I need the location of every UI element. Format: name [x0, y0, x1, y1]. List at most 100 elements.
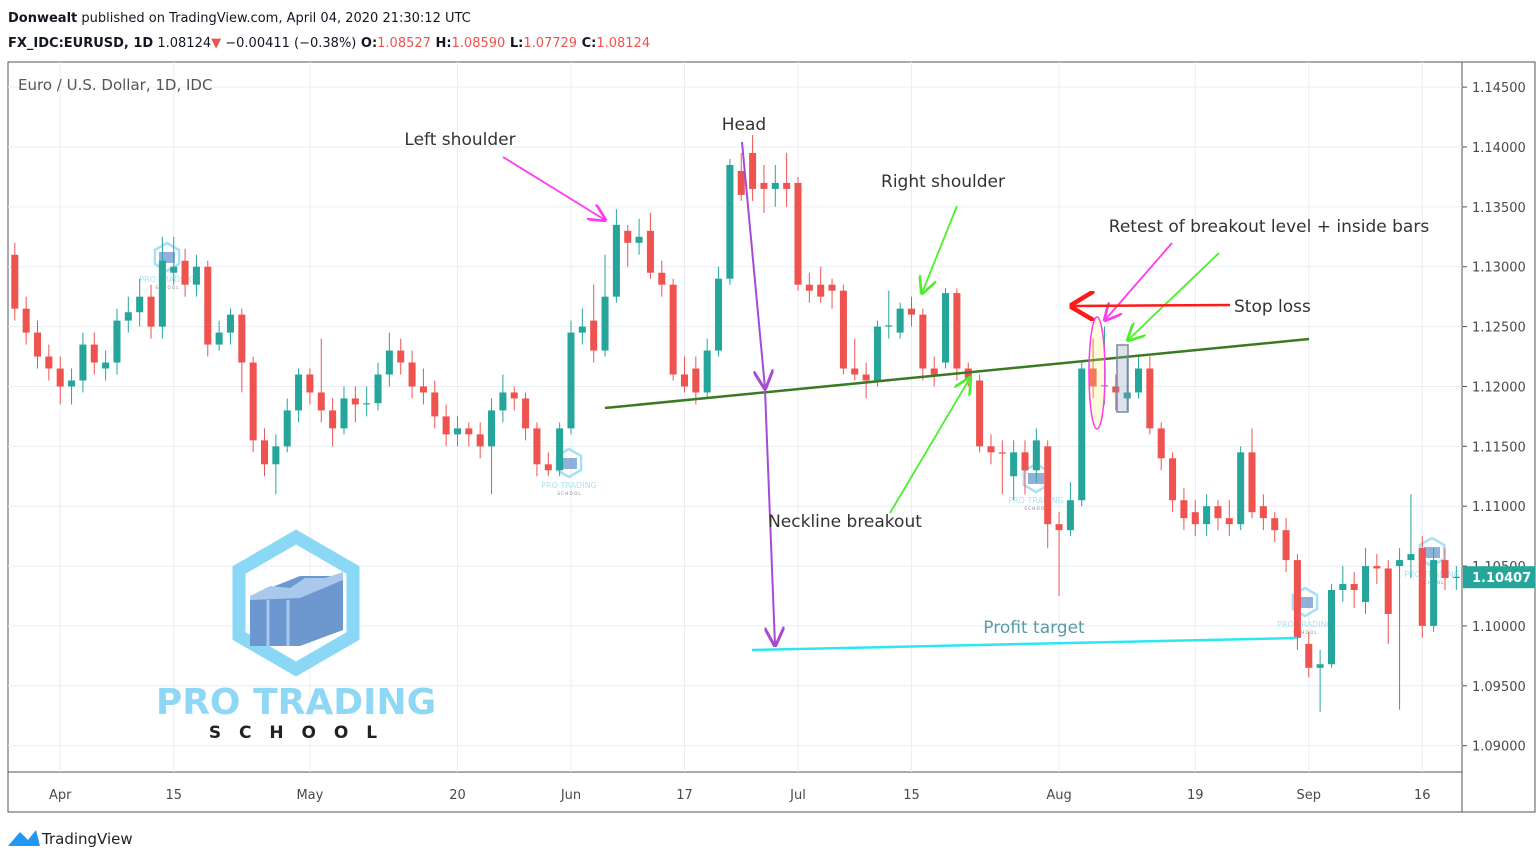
arrow	[741, 141, 765, 388]
candle-body	[805, 284, 813, 291]
candle-body	[1418, 548, 1426, 626]
candle-body	[351, 398, 359, 405]
candle-body	[113, 320, 121, 363]
arrow	[502, 156, 605, 220]
tv-icon	[8, 830, 40, 846]
annotation: Retest of breakout level + inside bars	[1109, 217, 1430, 237]
change: −0.00411 (−0.38%)	[221, 36, 356, 51]
candle-body	[124, 312, 132, 321]
published: published on TradingView.com, April 04, …	[77, 11, 471, 26]
candle-body	[987, 446, 995, 453]
candle-body	[612, 224, 620, 297]
inside-bars-box	[1116, 344, 1129, 413]
last: 1.08124	[153, 36, 211, 51]
candle-body	[226, 314, 234, 333]
candle-body	[1169, 458, 1177, 501]
price-axis	[1461, 61, 1536, 813]
logo-block	[561, 458, 577, 469]
candle-body	[45, 356, 53, 369]
candle-body	[885, 325, 893, 327]
candle-body	[1089, 368, 1097, 387]
candle-body	[272, 446, 280, 465]
candle-body	[397, 350, 405, 363]
candle-body	[873, 326, 881, 381]
candle-body	[646, 230, 654, 273]
candle-body	[998, 452, 1006, 454]
candle-body	[249, 362, 257, 441]
annotation: Stop loss	[1234, 297, 1311, 317]
o-label: O:	[356, 36, 377, 51]
candle-body	[1066, 500, 1074, 531]
candle-body	[1237, 452, 1245, 525]
candle-body	[715, 278, 723, 351]
candle-body	[261, 440, 269, 465]
candle-body	[11, 254, 19, 309]
y-tick-label: 1.11500	[1472, 440, 1526, 455]
annotation: Left shoulder	[404, 130, 515, 150]
author: Donwealt	[8, 11, 77, 26]
candle-body	[147, 296, 155, 327]
logo-subtext: S C H O O L	[1293, 630, 1317, 635]
candle-body	[510, 392, 518, 399]
candle-body	[942, 293, 950, 363]
y-tick-label: 1.14000	[1472, 141, 1526, 156]
candle-body	[919, 314, 927, 369]
candle-body	[90, 344, 98, 363]
candle-body	[499, 392, 507, 411]
candle-body	[976, 380, 984, 447]
logo-text: PRO TRADING	[541, 481, 597, 490]
arrow	[922, 205, 958, 293]
candle-body	[56, 368, 64, 387]
l: 1.07729	[523, 36, 577, 51]
logo-block	[159, 252, 175, 263]
annotation: Head	[722, 115, 766, 135]
candle-body	[1293, 560, 1301, 638]
grid	[8, 62, 1462, 772]
candle-body	[238, 314, 246, 363]
candle-body	[181, 260, 189, 285]
candle-body	[794, 182, 802, 285]
candle-body	[1339, 584, 1347, 591]
symbol: FX_IDC:EURUSD, 1D	[8, 36, 153, 51]
candle-body	[136, 296, 144, 313]
candle-body	[1157, 428, 1165, 459]
candle-body	[1441, 560, 1449, 579]
x-tick-label: 20	[449, 788, 466, 803]
candle-body	[1180, 500, 1188, 519]
candle-body	[851, 368, 859, 375]
candle-body	[1078, 368, 1086, 501]
y-tick-label: 1.09000	[1472, 740, 1526, 755]
candle-body	[1362, 566, 1370, 602]
o: 1.08527	[377, 36, 431, 51]
y-tick-label: 1.11000	[1472, 500, 1526, 515]
logo-subtext: S C H O O L	[155, 285, 179, 290]
candle-body	[1214, 506, 1222, 519]
x-tick-label: Sep	[1297, 788, 1322, 803]
arrow: ▼	[211, 36, 221, 51]
candle-body	[283, 410, 291, 447]
x-tick-label: Apr	[49, 788, 72, 803]
candle-body	[1123, 392, 1131, 399]
x-tick-label: 15	[903, 788, 920, 803]
candle-body	[635, 236, 643, 243]
candle-body	[68, 380, 76, 387]
y-tick-label: 1.09500	[1472, 680, 1526, 695]
candle-body	[453, 428, 461, 435]
candle-body	[419, 386, 427, 393]
candle-body	[1259, 506, 1267, 519]
arrow	[1128, 252, 1220, 340]
time-axis	[7, 771, 1463, 813]
candle-body	[964, 368, 972, 381]
arrow	[889, 378, 970, 514]
candle-body	[1248, 452, 1256, 513]
candle-body	[476, 434, 484, 447]
candle-body	[374, 374, 382, 404]
candle-body	[703, 350, 711, 393]
logo-subtext: S C H O O L	[1024, 506, 1048, 511]
candle-body	[408, 362, 416, 387]
candle-body	[1452, 576, 1460, 579]
c-label: C:	[577, 36, 596, 51]
